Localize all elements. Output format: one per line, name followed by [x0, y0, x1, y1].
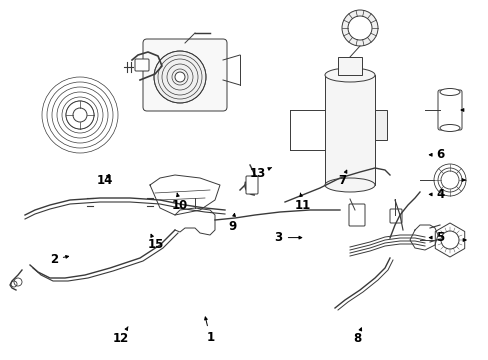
FancyBboxPatch shape	[142, 39, 226, 111]
Circle shape	[175, 72, 184, 82]
Text: 14: 14	[97, 174, 113, 186]
Text: 6: 6	[428, 148, 443, 161]
Ellipse shape	[325, 68, 374, 82]
Text: 12: 12	[113, 327, 129, 345]
Text: 9: 9	[228, 213, 236, 233]
Text: 2: 2	[50, 253, 68, 266]
Text: 1: 1	[204, 317, 214, 344]
Circle shape	[154, 51, 205, 103]
Text: 8: 8	[352, 328, 361, 345]
Circle shape	[437, 168, 461, 192]
Text: 15: 15	[147, 234, 163, 251]
FancyBboxPatch shape	[348, 204, 364, 226]
Circle shape	[347, 16, 371, 40]
Circle shape	[66, 101, 94, 129]
Text: 10: 10	[171, 193, 188, 212]
Text: 7: 7	[338, 170, 346, 186]
Circle shape	[341, 10, 377, 46]
Text: 11: 11	[294, 193, 311, 212]
FancyBboxPatch shape	[389, 209, 401, 223]
Circle shape	[73, 108, 87, 122]
Text: 4: 4	[428, 188, 443, 201]
Circle shape	[433, 164, 465, 196]
Circle shape	[440, 231, 458, 249]
Polygon shape	[434, 223, 464, 257]
Text: 5: 5	[428, 231, 443, 244]
Ellipse shape	[439, 125, 459, 131]
Text: 13: 13	[249, 167, 271, 180]
Bar	[325, 75, 374, 185]
Ellipse shape	[439, 89, 459, 95]
Text: 3: 3	[274, 231, 301, 244]
FancyBboxPatch shape	[437, 90, 461, 130]
FancyBboxPatch shape	[135, 59, 149, 71]
Circle shape	[440, 171, 458, 189]
Bar	[374, 110, 386, 140]
FancyBboxPatch shape	[245, 176, 258, 194]
Ellipse shape	[325, 178, 374, 192]
Bar	[337, 57, 361, 75]
